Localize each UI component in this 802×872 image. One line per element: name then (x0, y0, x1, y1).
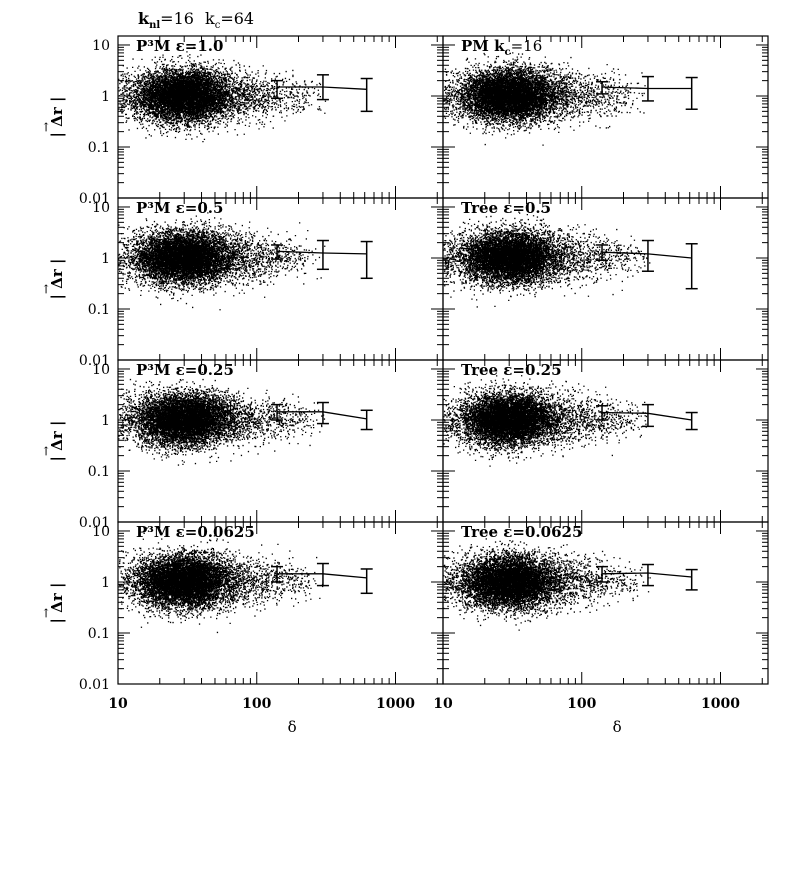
error-bar (360, 409, 373, 431)
panel-label: PM kc=16 (461, 37, 542, 58)
error-bar (641, 239, 654, 272)
x-tick-label: 1000 (701, 696, 740, 712)
y-tick-label: 0.01 (79, 191, 110, 207)
scatter-points (443, 531, 651, 631)
panel-label: P³M ε=0.25 (136, 361, 234, 379)
ticks (117, 522, 443, 685)
y-tick-label: 0.01 (79, 353, 110, 369)
scatter-points (118, 372, 326, 466)
x-tick-label: 10 (433, 696, 453, 712)
y-axis-arrow: → (39, 122, 53, 132)
panel-label: Tree ε=0.25 (461, 361, 562, 379)
ticks (117, 360, 443, 523)
mean-curve (276, 250, 367, 255)
y-tick-label: 1 (101, 89, 110, 105)
scatter-points (443, 52, 649, 146)
ticks (117, 36, 443, 199)
error-bar (271, 79, 284, 100)
error-bar (360, 568, 373, 595)
error-bar (360, 240, 373, 280)
x-axis-label: δ (288, 718, 297, 736)
error-bar (316, 562, 329, 587)
y-tick-label: 10 (92, 200, 110, 216)
y-tick-label: 0.1 (88, 464, 110, 480)
error-bar (360, 77, 373, 113)
y-tick-label: 1 (101, 575, 110, 591)
y-tick-label: 1 (101, 251, 110, 267)
x-tick-label: 10 (108, 696, 128, 712)
y-axis-arrow: → (39, 608, 53, 618)
scatter-points (443, 210, 651, 308)
scatter-points (118, 46, 327, 143)
error-bar (596, 405, 609, 421)
y-tick-label: 10 (92, 362, 110, 378)
error-bar (641, 563, 654, 587)
panel-label: P³M ε=0.0625 (136, 523, 255, 541)
y-axis-arrow: → (39, 284, 53, 294)
panel-frame (442, 521, 769, 685)
error-bar (641, 403, 654, 428)
scatter-points (118, 212, 326, 311)
ticks (442, 360, 768, 523)
error-bar (685, 568, 698, 591)
error-bar (316, 239, 329, 271)
y-axis-arrow: → (39, 446, 53, 456)
x-tick-label: 1000 (376, 696, 415, 712)
y-axis-label: | Δr | (48, 97, 66, 138)
error-bar (641, 75, 654, 102)
panel-8: Tree ε=0.0625 (442, 521, 769, 685)
error-bar (271, 403, 284, 421)
error-bar (271, 244, 284, 260)
y-tick-label: 0.1 (88, 140, 110, 156)
y-axis-label: | Δr | (48, 421, 66, 462)
y-axis-label: | Δr | (48, 583, 66, 624)
error-bar (596, 565, 609, 583)
panel-3: P³M ε=0.5 (117, 197, 444, 361)
panel-5: P³M ε=0.25 (117, 359, 444, 523)
mean-curve (601, 572, 692, 578)
panel-7: P³M ε=0.0625 (117, 521, 444, 685)
panel-4: Tree ε=0.5 (442, 197, 769, 361)
error-bar (685, 76, 698, 110)
error-bar (596, 244, 609, 262)
panel-2: PM kc=16 (442, 35, 769, 199)
error-bar (685, 411, 698, 431)
error-bar (271, 565, 284, 583)
panel-label: Tree ε=0.0625 (461, 523, 582, 541)
y-tick-label: 10 (92, 524, 110, 540)
panel-grid: P³M ε=1.0 PM kc=16 P³M ε=0.5 Tree ε=0.5 P³M … (117, 35, 769, 685)
header-k-nl: knl=16 (138, 9, 194, 31)
x-axis-label: δ (613, 718, 622, 736)
mean-curve (277, 86, 367, 90)
error-bar (316, 74, 329, 101)
ticks (117, 198, 443, 361)
x-tick-label: 100 (567, 696, 596, 712)
y-tick-label: 0.01 (79, 677, 110, 693)
panel-label: P³M ε=0.5 (136, 199, 223, 217)
panel-label: Tree ε=0.5 (461, 199, 551, 217)
y-tick-label: 1 (101, 413, 110, 429)
y-tick-label: 0.1 (88, 302, 110, 318)
ticks (442, 198, 768, 361)
ticks (442, 522, 768, 685)
panel-1: P³M ε=1.0 (117, 35, 444, 199)
panel-6: Tree ε=0.25 (442, 359, 769, 523)
error-bar (316, 401, 329, 425)
scatter-points (443, 371, 648, 467)
figure-header: knl=16 kc=64 (138, 9, 254, 31)
y-axis-label: | Δr | (48, 259, 66, 300)
x-tick-label: 100 (242, 696, 271, 712)
y-tick-label: 10 (92, 38, 110, 54)
y-tick-label: 0.1 (88, 626, 110, 642)
y-tick-label: 0.01 (79, 515, 110, 531)
panel-label: P³M ε=1.0 (136, 37, 223, 55)
header-k-c: kc=64 (205, 9, 254, 31)
error-bar (596, 81, 609, 95)
scatter-points (118, 527, 324, 634)
error-bar (685, 243, 698, 290)
